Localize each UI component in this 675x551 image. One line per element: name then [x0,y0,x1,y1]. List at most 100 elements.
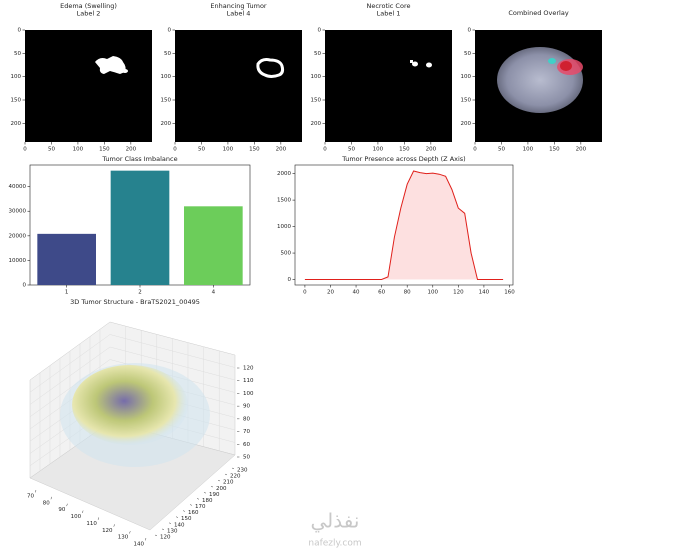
x-tick-label: 80 [404,290,411,296]
z-tick-label: 60 [243,442,250,448]
line [304,170,504,280]
y-tick-label: 30000 [9,209,27,215]
panel-title: Label 2 [77,10,101,18]
y-tick-label: 0 [23,283,27,289]
y-tick-label: 0 [318,28,322,34]
y-tick-label: 100 [11,74,22,80]
x-tick-label: 0 [323,147,327,153]
y-tick-label: 50 [464,51,471,57]
y-tick-label: 160 [188,510,199,516]
panel-title: Label 4 [227,10,251,18]
x-tick-label: 200 [276,147,287,153]
x-tick [66,503,68,507]
y-tick-label: 210 [223,480,234,486]
x-tick-label: 130 [118,535,129,541]
y-tick-label: 200 [461,121,472,127]
x-tick-label: 100 [428,290,439,296]
x-tick-label: 40 [353,290,360,296]
image-panel [175,30,302,142]
z-tick-label: 110 [243,378,254,384]
y-tick-label: 140 [174,522,185,528]
x-tick-label: 120 [453,290,464,296]
x-tick-label: 100 [73,147,84,153]
x-tick-label: 100 [223,147,234,153]
x-tick [113,524,115,527]
area [304,171,504,280]
x-tick-label: 100 [71,514,82,520]
chart-title: Tumor Class Imbalance [101,155,177,163]
watermark-site: nafezly.com [308,539,361,549]
y-tick-label: 1500 [277,198,291,204]
y-tick-label: 200 [216,486,227,492]
x-tick-label: 140 [134,542,145,548]
image-panel [25,30,152,142]
y-tick-label: 200 [11,121,22,127]
x-tick-label: 200 [576,147,587,153]
y-tick-label: 200 [311,121,322,127]
y-tick-label: 220 [230,474,241,480]
y-tick-label: 2000 [277,171,291,177]
x-tick-label: 60 [378,290,385,296]
y-tick-label: 0 [18,28,22,34]
y-tick-label: 1000 [277,224,291,230]
x-tick [34,489,37,493]
x-tick-label: 0 [473,147,477,153]
mask-blob [410,60,413,63]
y-tick-label: 120 [160,535,171,541]
bar [110,170,170,285]
y-tick-label: 150 [11,98,22,104]
y-tick-label: 190 [209,492,220,498]
x-tick-label: 4 [212,290,216,296]
chart-title: Tumor Presence across Depth (Z Axis) [341,155,465,163]
z-tick-label: 100 [243,391,254,397]
x-tick-label: 80 [43,500,50,506]
image-panel [325,30,452,142]
panel-title: Edema (Swelling) [60,2,117,10]
overlay-enh [548,58,556,64]
x-tick-label: 0 [303,290,307,296]
x-tick-label: 50 [48,147,55,153]
x-tick-label: 160 [504,290,515,296]
y-tick [175,516,179,518]
panel-title: Combined Overlay [508,9,569,17]
y-tick-label: 100 [461,74,472,80]
panel-title: Enhancing Tumor [210,2,267,10]
y-tick-label: 170 [195,504,206,510]
x-tick [50,496,52,500]
image-content [410,60,432,68]
y-tick [210,486,214,488]
y-tick [154,534,158,537]
x-tick-label: 120 [102,528,113,534]
y-tick-label: 50 [14,51,21,57]
mask-blob [256,58,285,78]
x-tick-label: 200 [126,147,137,153]
volume [72,365,188,445]
y-tick-label: 500 [281,251,292,257]
mask-blob [426,62,432,68]
y-tick-label: 40000 [9,184,27,190]
x-tick-label: 100 [523,147,534,153]
mask-blob [95,56,126,74]
x-tick-label: 90 [58,507,65,513]
y-tick-label: 150 [311,98,322,104]
x-tick-label: 150 [549,147,560,153]
overlay-core [560,61,572,71]
image-content [95,56,128,74]
y-tick-label: 150 [161,98,172,104]
x-tick-label: 50 [348,147,355,153]
chart-title: 3D Tumor Structure - BraTS2021_00495 [70,298,200,306]
x-tick-label: 0 [173,147,177,153]
y-tick-label: 20000 [9,233,27,239]
plot-area [294,164,514,286]
z-tick-label: 50 [243,455,250,461]
x-tick [82,510,84,514]
y-tick [203,492,207,494]
z-tick-label: 120 [243,366,254,372]
y-tick-label: 130 [167,528,178,534]
y-tick [217,479,221,482]
y-tick-label: 0 [288,277,292,283]
y-tick [161,528,165,530]
x-tick [144,537,147,541]
x-tick-label: 50 [498,147,505,153]
